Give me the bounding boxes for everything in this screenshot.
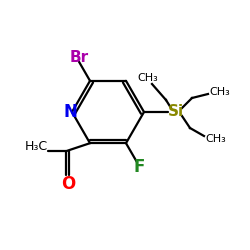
Text: Si: Si (168, 104, 184, 120)
Text: Br: Br (70, 50, 88, 65)
Text: N: N (63, 103, 77, 121)
Text: F: F (133, 158, 145, 176)
Text: H₃C: H₃C (24, 140, 48, 153)
Text: CH₃: CH₃ (206, 134, 227, 144)
Text: CH₃: CH₃ (138, 73, 158, 83)
Text: O: O (61, 175, 75, 193)
Text: CH₃: CH₃ (210, 87, 231, 97)
